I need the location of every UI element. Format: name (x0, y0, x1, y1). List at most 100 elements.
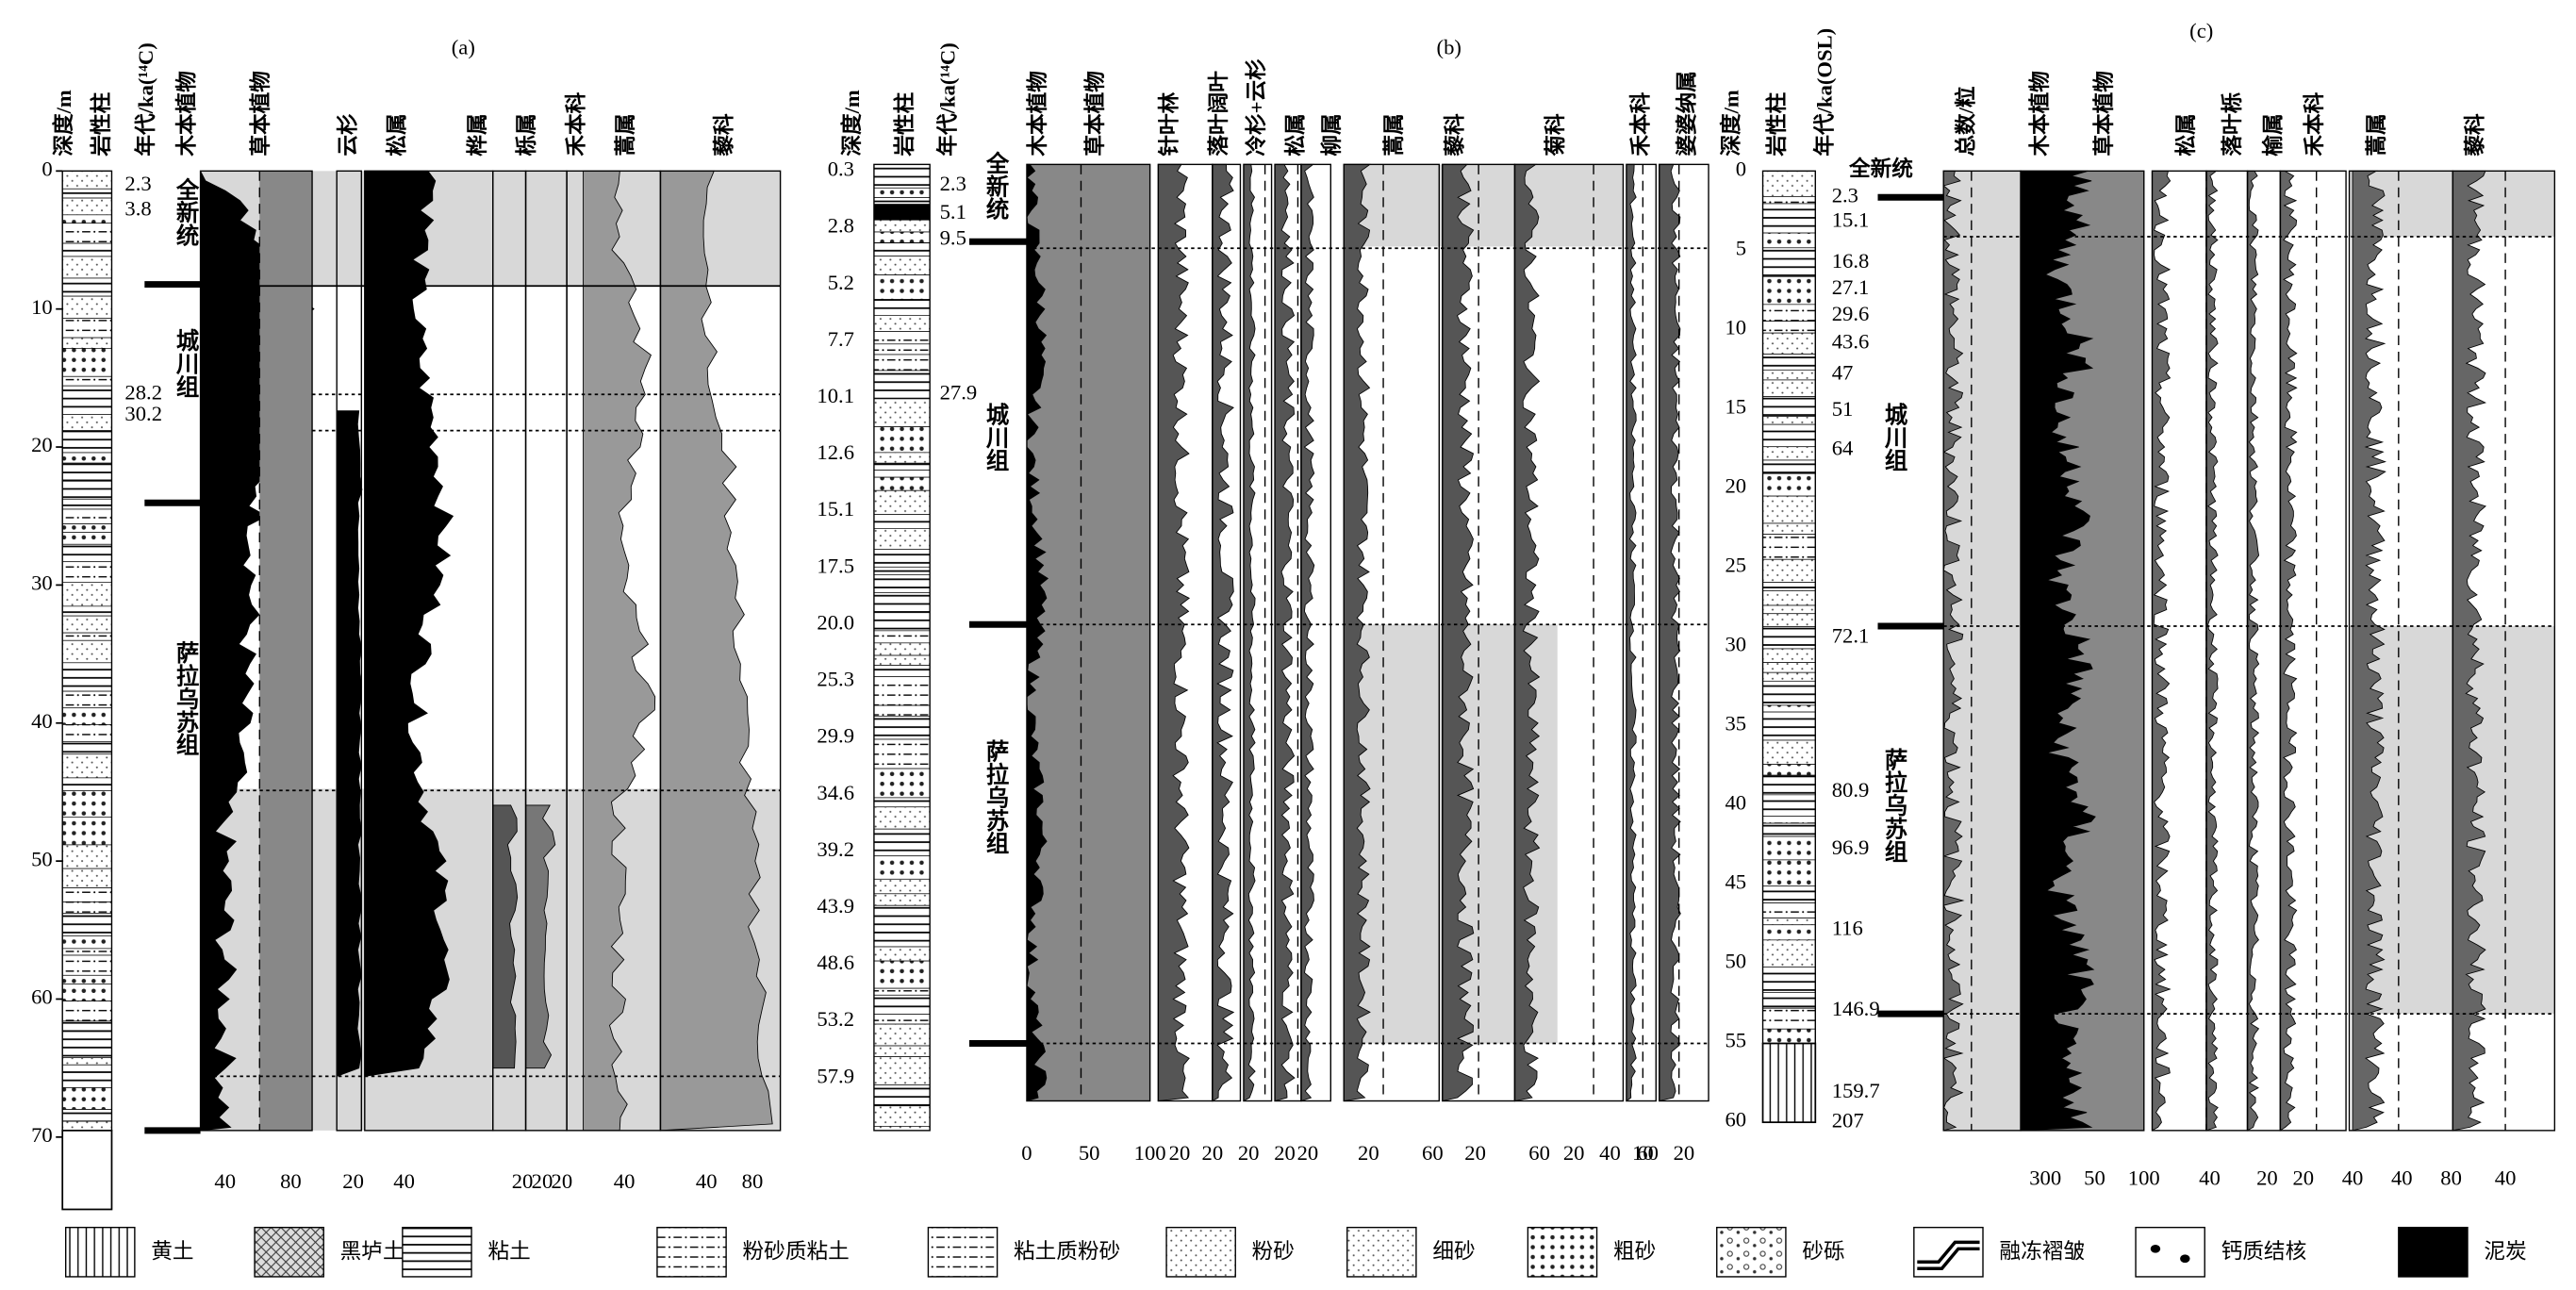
x-tick-label: 10 (1632, 1141, 1654, 1165)
litho-layer (61, 605, 112, 617)
legend-swatch (1165, 1226, 1236, 1278)
depth-label: 60 (31, 985, 53, 1009)
litho-layer (61, 741, 112, 755)
x-tick-label: 20 (512, 1169, 534, 1193)
litho-layer (61, 1057, 112, 1066)
curve (1626, 163, 1637, 1102)
column-header: 木本植物 (1025, 71, 1049, 157)
litho-layer (873, 549, 931, 568)
depth-label: 39.2 (817, 837, 854, 861)
litho-layer (1762, 534, 1816, 560)
age-label: 27.9 (940, 380, 978, 404)
litho-layer (1762, 196, 1816, 205)
litho-layer (1762, 671, 1816, 682)
depth-label: 0.3 (828, 157, 854, 181)
age-label: 80.9 (1832, 778, 1870, 802)
legend-swatch (254, 1226, 324, 1278)
litho-layer (61, 790, 112, 818)
litho-layer (1762, 835, 1816, 861)
litho-layer (873, 960, 931, 989)
legend-label: 钙质结核 (2221, 1240, 2307, 1264)
formation-label: 萨拉乌苏组 (983, 739, 1009, 854)
age-label: 96.9 (1832, 835, 1870, 859)
x-tick-label: 20 (1169, 1141, 1191, 1165)
column-header: 岩性柱 (893, 91, 916, 157)
litho-layer (1762, 495, 1816, 524)
column-header: 落叶栎 (2221, 91, 2244, 156)
legend-swatch (656, 1226, 727, 1278)
x-tick-label: 20 (1563, 1141, 1585, 1165)
litho-layer (1762, 304, 1816, 322)
formation-label: 城川组 (983, 402, 1009, 471)
depth-label: 30 (1725, 632, 1746, 655)
column-header: 藜科 (2464, 113, 2487, 157)
curve (2247, 170, 2260, 1132)
litho-layer (1762, 680, 1816, 706)
litho-layer (1762, 472, 1816, 497)
litho-layer (1762, 822, 1816, 837)
column-header: 云杉 (336, 113, 359, 157)
litho-layer (61, 1030, 112, 1059)
litho-layer (873, 476, 931, 491)
column-header: 针叶林 (1156, 91, 1181, 156)
litho-layer (1762, 354, 1816, 371)
age-label: 64 (1832, 437, 1854, 460)
litho-layer (61, 561, 112, 583)
depth-label: 10.1 (817, 384, 854, 407)
litho-layer (1762, 558, 1816, 583)
depth-label: 34.6 (817, 781, 854, 804)
column-header: 木本植物 (2027, 71, 2052, 157)
age-label: 16.8 (1832, 249, 1870, 273)
litho-layer (1762, 764, 1816, 776)
legend-fold (1917, 1240, 1980, 1270)
legend-nodule (2150, 1244, 2161, 1253)
formation-label: 城川组 (1882, 402, 1907, 471)
litho-layer (61, 777, 112, 791)
litho-layer (873, 654, 931, 666)
litho-layer (61, 223, 112, 244)
litho-layer (61, 462, 112, 481)
litho-layer (61, 724, 112, 742)
litho-layer (873, 987, 931, 996)
curve (1157, 163, 1190, 1101)
depth-label: 15.1 (817, 497, 854, 521)
litho-layer (1762, 369, 1816, 381)
x-tick-label: 20 (1674, 1141, 1695, 1165)
depth-label: 20 (31, 433, 53, 456)
depth-label: 7.7 (828, 327, 854, 351)
litho-layer (1762, 918, 1816, 926)
litho-layer (873, 426, 931, 454)
litho-layer (61, 817, 112, 846)
frame (873, 163, 931, 1132)
curve (1243, 163, 1256, 1102)
curve (659, 170, 773, 1132)
curve (2279, 170, 2298, 1132)
litho-layer (61, 188, 112, 199)
curve (2352, 170, 2387, 1132)
litho-layer (61, 1020, 112, 1032)
litho-layer (873, 574, 931, 593)
column-header: 藜科 (1444, 113, 1467, 157)
litho-layer (61, 375, 112, 387)
x-tick-label: 20 (552, 1169, 573, 1193)
formation-label: 全新统 (1848, 157, 1913, 181)
litho-layer (1762, 739, 1816, 765)
litho-layer (1762, 396, 1816, 418)
litho-layer (1762, 711, 1816, 741)
depth-label: 50 (31, 847, 53, 870)
column-header: 栎属 (515, 113, 538, 156)
x-tick-label: 60 (1637, 1141, 1659, 1165)
litho-layer (61, 348, 112, 377)
curve (1300, 163, 1315, 1102)
depth-label: 15 (1725, 394, 1746, 418)
curve (492, 804, 519, 1069)
column-header: 禾本科 (2303, 91, 2326, 156)
x-tick-label: 40 (214, 1169, 236, 1193)
x-tick-label: 20 (342, 1169, 364, 1193)
litho-layer (61, 868, 112, 888)
litho-layer (61, 430, 112, 454)
litho-layer (61, 984, 112, 1001)
zone (2349, 171, 2555, 238)
curve (583, 170, 656, 1132)
